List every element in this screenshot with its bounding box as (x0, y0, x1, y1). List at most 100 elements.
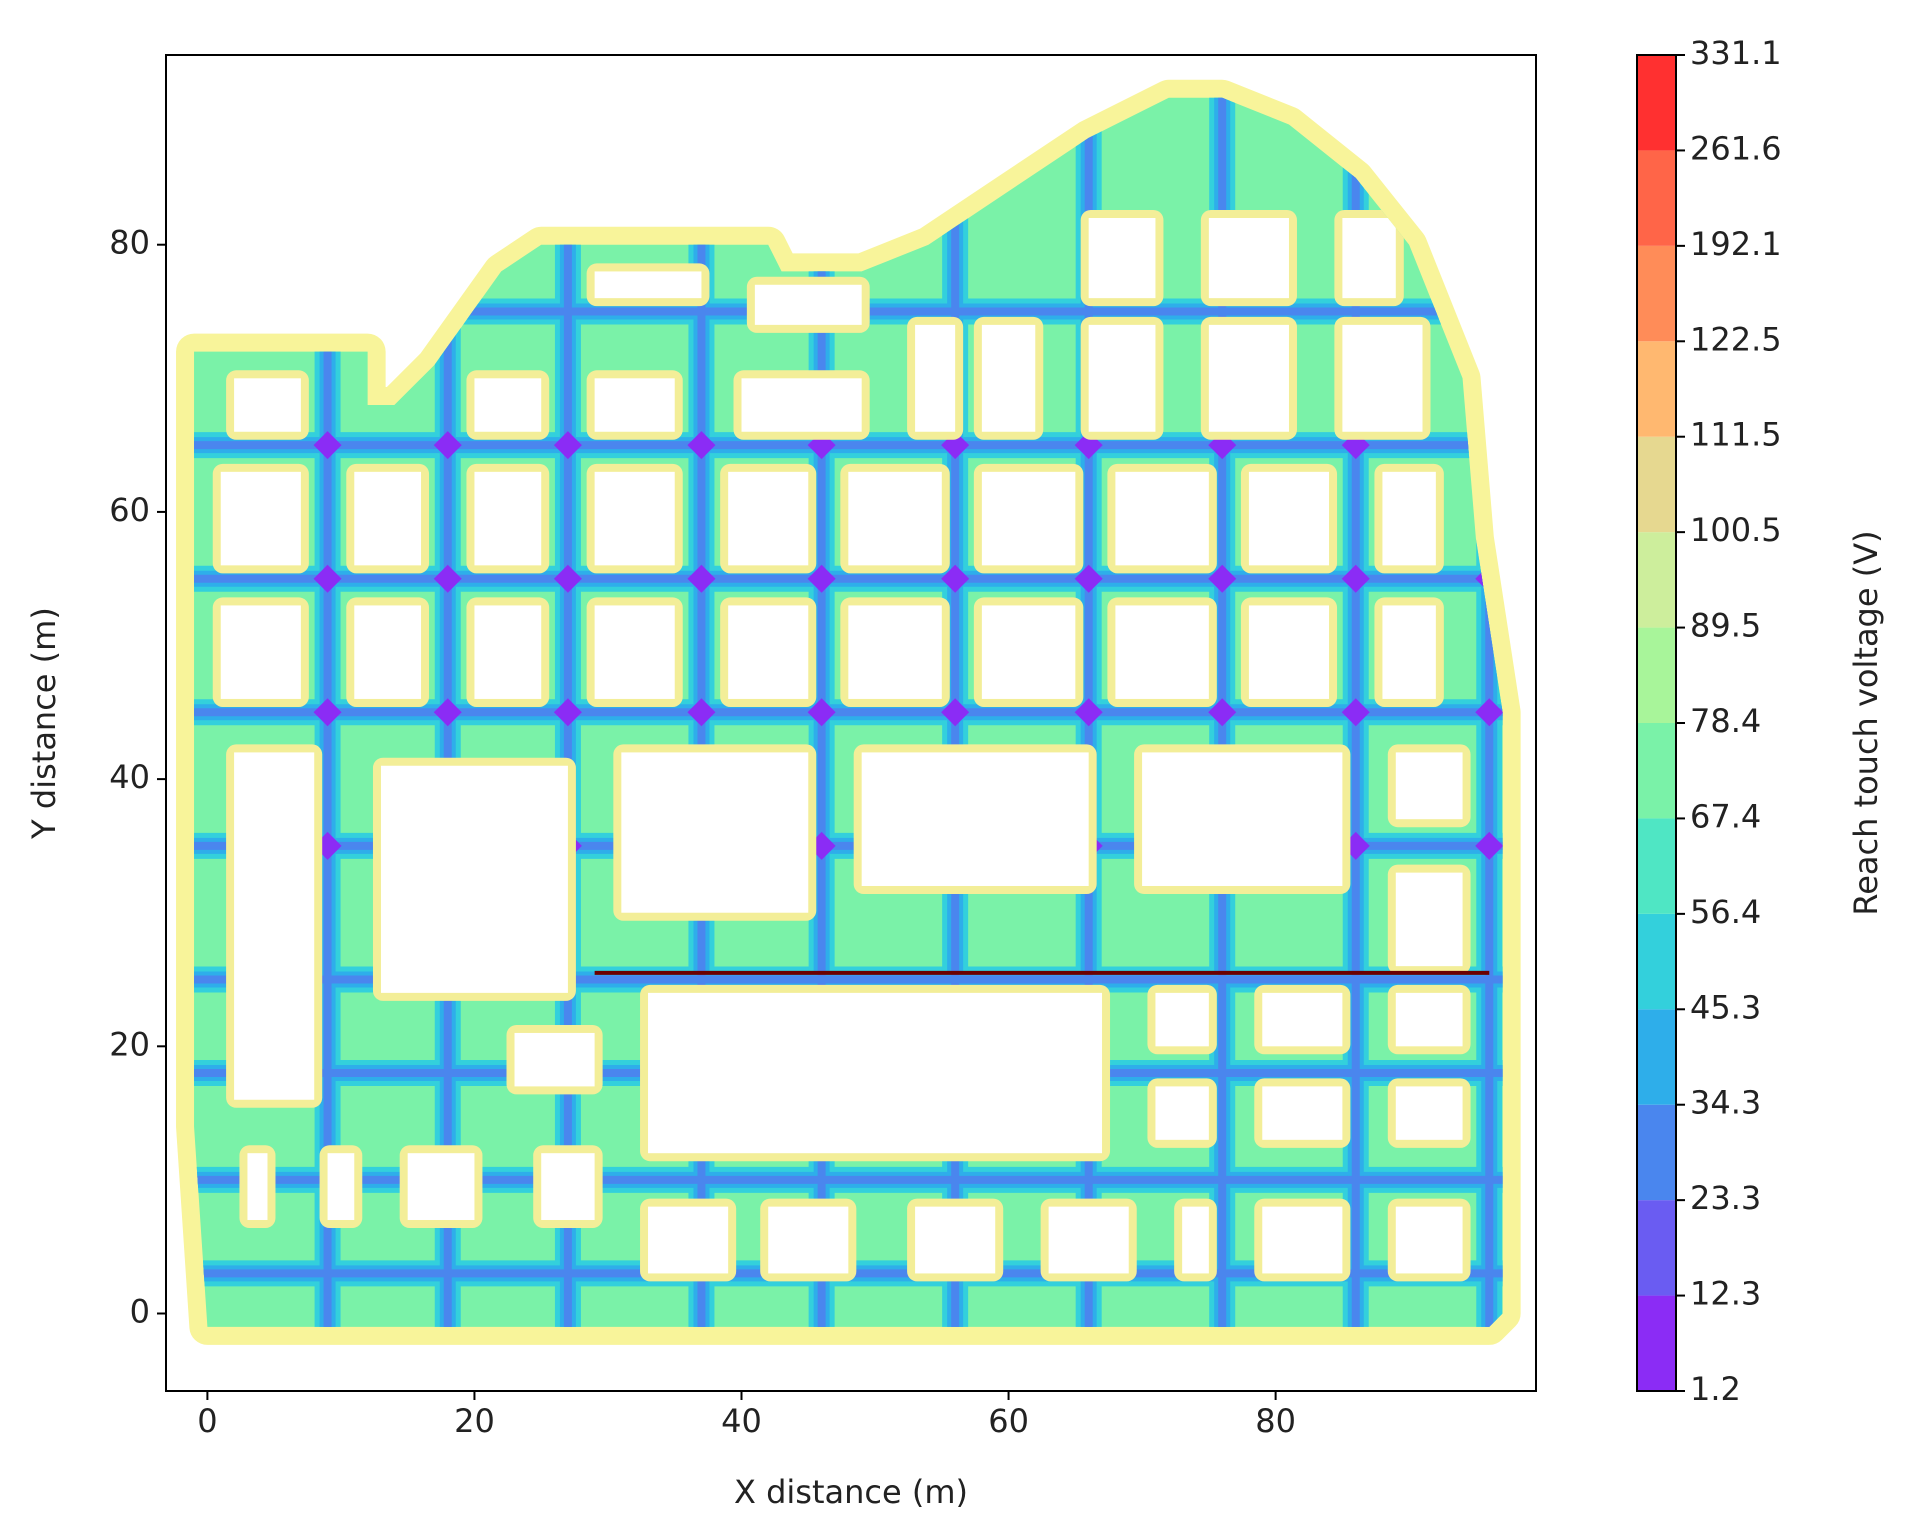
colorbar-tick-label: 34.3 (1690, 1084, 1761, 1122)
mesh (1248, 471, 1330, 566)
colorbar-tick-label: 261.6 (1690, 129, 1782, 167)
mesh (861, 752, 1089, 886)
mesh (915, 324, 956, 432)
node (433, 698, 462, 727)
mesh (594, 378, 675, 432)
node (1475, 831, 1503, 860)
node (941, 698, 970, 727)
mesh (741, 378, 862, 432)
colorbar-label: Reach touch voltage (V) (1847, 530, 1885, 915)
colorbar-tick-label: 331.1 (1690, 34, 1782, 72)
x-tick-label: 60 (988, 1402, 1029, 1440)
node (553, 698, 582, 727)
y-tick-label: 0 (130, 1293, 150, 1331)
colorbar-band (1637, 55, 1676, 151)
mesh (1142, 752, 1343, 886)
colorbar-tick-label: 23.3 (1690, 1179, 1761, 1217)
mesh (621, 752, 809, 913)
y-axis-label: Y distance (m) (25, 607, 63, 840)
mesh (981, 605, 1076, 699)
node (687, 564, 716, 593)
colorbar-tick-label: 67.4 (1690, 797, 1761, 835)
y-tick-label: 20 (109, 1025, 150, 1063)
colorbar-band (1637, 818, 1676, 914)
colorbar-tick-label: 78.4 (1690, 702, 1761, 740)
node (313, 431, 342, 460)
colorbar-band (1637, 436, 1676, 533)
mesh (648, 992, 1103, 1154)
mesh (848, 605, 942, 699)
colorbar-band (1637, 913, 1676, 1010)
node (687, 431, 716, 460)
contour-field (176, 79, 1521, 1345)
mesh (220, 471, 301, 566)
colorbar-tick-label: 56.4 (1690, 893, 1761, 931)
x-tick-label: 80 (1255, 1402, 1296, 1440)
mesh (728, 471, 809, 566)
mesh (1155, 992, 1209, 1047)
mesh (848, 471, 942, 566)
mesh (1395, 872, 1463, 967)
x-tick-label: 0 (197, 1402, 217, 1440)
mesh (354, 605, 422, 699)
node (941, 564, 970, 593)
node (433, 431, 462, 460)
mesh (247, 1153, 268, 1220)
mesh (1395, 992, 1463, 1047)
mesh (594, 605, 675, 699)
mesh (1115, 605, 1209, 699)
colorbar-tick-label: 122.5 (1690, 320, 1782, 358)
mesh (1262, 1086, 1343, 1140)
mesh (1088, 217, 1156, 299)
mesh (474, 605, 542, 699)
mesh (915, 1206, 996, 1274)
mesh (541, 1153, 595, 1220)
mesh (1182, 1206, 1209, 1274)
mesh (1088, 324, 1156, 432)
node (1074, 564, 1103, 593)
node (313, 698, 342, 727)
mesh (380, 765, 568, 993)
colorbar-band (1637, 723, 1676, 819)
mesh (1262, 1206, 1343, 1274)
mesh (1248, 605, 1330, 699)
colorbar-band (1637, 532, 1676, 628)
mesh (474, 378, 542, 432)
colorbar-band (1637, 1104, 1676, 1201)
mesh (1208, 217, 1289, 299)
mesh (648, 1206, 729, 1274)
node (433, 564, 462, 593)
plot-frame (165, 54, 1537, 1392)
mesh (1395, 1086, 1463, 1140)
node (1341, 698, 1370, 727)
mesh (1048, 1206, 1129, 1274)
mesh (754, 284, 862, 325)
colorbar-band (1637, 1200, 1676, 1296)
colorbar-tick-label: 45.3 (1690, 988, 1761, 1026)
node (553, 431, 582, 460)
colorbar-tick-label: 111.5 (1690, 416, 1782, 454)
x-tick-label: 20 (454, 1402, 495, 1440)
colorbar-band (1637, 245, 1676, 342)
node (313, 564, 342, 593)
mesh (1342, 324, 1423, 432)
colorbar-tick-label: 100.5 (1690, 511, 1782, 549)
mesh (327, 1153, 355, 1220)
node (1341, 564, 1370, 593)
mesh (234, 752, 315, 1100)
mesh (594, 271, 702, 299)
field-inner (194, 97, 1503, 1327)
mesh (1395, 752, 1463, 820)
colorbar-tick-label: 12.3 (1690, 1275, 1761, 1313)
mesh (1115, 471, 1209, 566)
node (1208, 698, 1237, 727)
y-tick-label: 60 (109, 491, 150, 529)
mesh (1342, 217, 1396, 299)
colorbar-band (1637, 1295, 1676, 1391)
node (1074, 698, 1103, 727)
mesh (594, 471, 675, 566)
mesh (728, 605, 809, 699)
colorbar-tick-label: 89.5 (1690, 607, 1761, 645)
